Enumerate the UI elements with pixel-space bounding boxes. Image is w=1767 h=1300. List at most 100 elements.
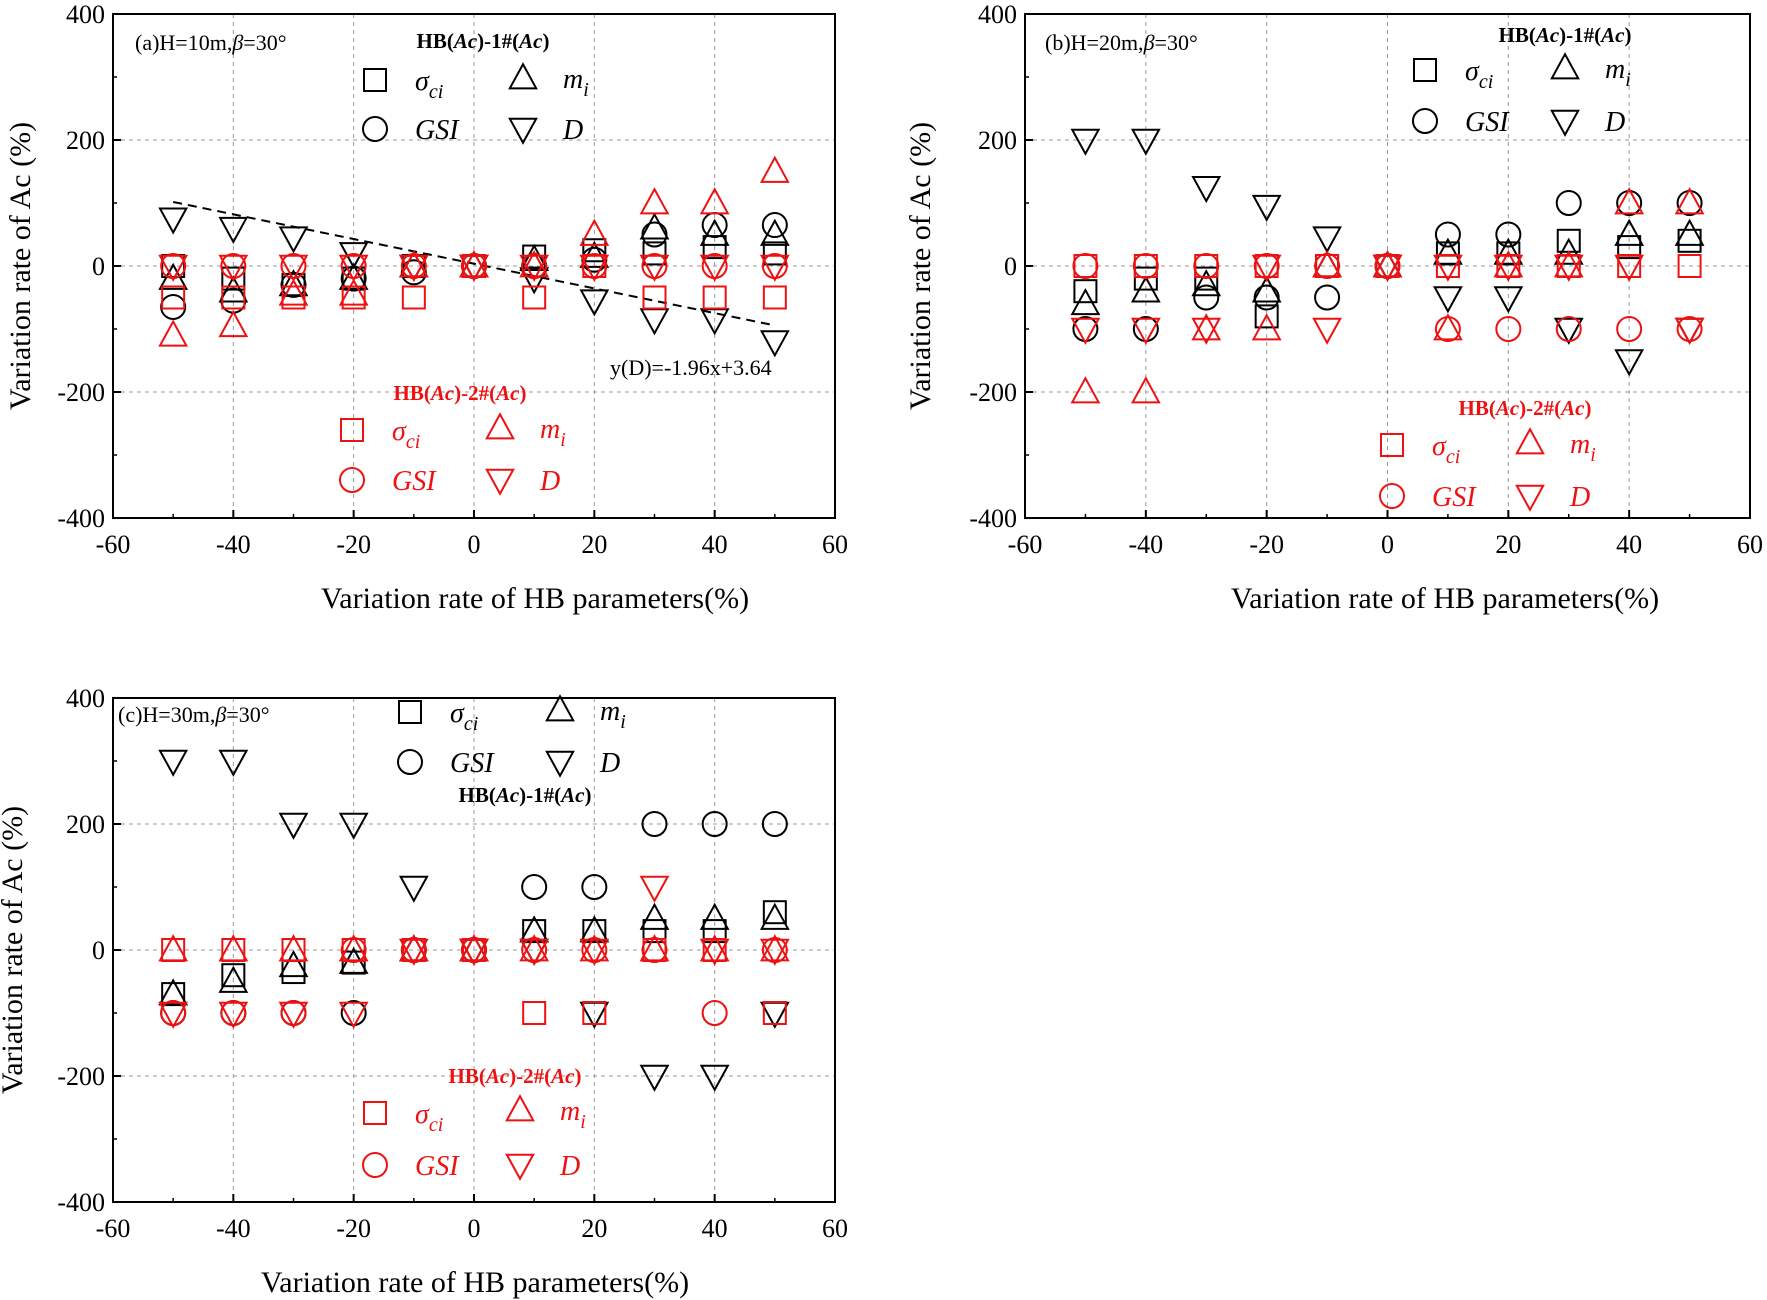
point-group1-D [278, 226, 309, 254]
point-group2-m_i [278, 934, 309, 962]
legend-marker-group1-sigma_ci [363, 68, 387, 92]
point-group1-m_i [1251, 275, 1282, 303]
point-group2-sigma_ci [1677, 254, 1702, 278]
legend-label-group1-GSI: GSI [450, 748, 495, 779]
point-group1-m_i [158, 978, 189, 1006]
point-group2-m_i [699, 934, 730, 962]
point-group1-sigma_ci [702, 919, 727, 944]
y-tick-label: 0 [1004, 252, 1017, 281]
legend-label-group2-sigma_ci: σci [415, 1099, 443, 1136]
legend-marker-group2-GSI [1379, 483, 1405, 509]
point-group2-sigma_ci [642, 285, 667, 310]
legend-marker-group2-D [485, 468, 515, 496]
point-group1-D [158, 749, 189, 777]
point-group2-D [459, 938, 489, 966]
point-group2-D [699, 254, 730, 282]
point-group1-GSI [1253, 284, 1280, 311]
y-axis-label: Variation rate of Ac (%) [0, 806, 29, 1094]
point-group1-m_i [1674, 218, 1705, 246]
point-group2-m_i [1614, 187, 1645, 215]
point-group2-m_i [398, 250, 429, 278]
point-group1-m_i [1553, 237, 1584, 265]
point-group2-m_i [1251, 313, 1282, 341]
trendline-equation: y(D)=-1.96x+3.64 [610, 355, 772, 380]
point-group1-m_i [278, 949, 309, 978]
point-group1-D [338, 812, 369, 840]
panel-title: (b)H=20m,β=30° [1045, 30, 1198, 55]
legend-label-group2-D: D [539, 466, 560, 497]
point-group2-m_i [1191, 313, 1222, 341]
point-group1-D [1251, 194, 1282, 222]
legend-title-group2: HB(Ac)-2#(Ac) [394, 381, 527, 405]
point-group1-m_i [1493, 237, 1524, 265]
point-group2-m_i [1553, 250, 1584, 278]
point-group1-m_i [699, 902, 730, 930]
point-group1-m_i [1191, 269, 1222, 297]
point-group2-D [1372, 254, 1403, 282]
point-group2-m_i [459, 934, 489, 962]
point-group1-GSI [761, 811, 788, 837]
point-group1-m_i [1070, 287, 1101, 316]
point-group1-sigma_ci [1073, 279, 1098, 304]
trendline-D [172, 200, 776, 327]
legend-title-group1: HB(Ac)-1#(Ac) [459, 783, 592, 807]
point-group2-GSI [1132, 253, 1159, 279]
point-group1-D [158, 207, 189, 235]
chart-panel-b: -60 -40 -20 0 20 40 60-400-2000200400Variation… [904, 0, 1763, 615]
point-group2-D [759, 254, 790, 282]
legend-label-group1-GSI: GSI [1465, 107, 1510, 138]
legend-marker-group2-m_i [1515, 427, 1545, 455]
legend-marker-group1-D [1550, 109, 1580, 137]
point-group2-D [579, 938, 610, 966]
point-group2-m_i [639, 934, 670, 962]
point-group2-D [1493, 254, 1524, 282]
legend-marker-group1-GSI [397, 749, 423, 775]
point-group2-D [1070, 317, 1101, 345]
point-group2-m_i [1070, 376, 1101, 404]
y-tick-label: 200 [66, 810, 105, 839]
point-group1-sigma_ci [1133, 266, 1158, 291]
point-group2-sigma_ci [221, 285, 246, 310]
point-group2-GSI [1314, 253, 1341, 279]
point-group2-D [639, 875, 670, 903]
point-group2-GSI [1555, 316, 1582, 342]
x-tick-label: 0 [468, 1214, 481, 1243]
point-group2-sigma_ci [341, 285, 366, 310]
point-group2-sigma_ci [401, 285, 426, 310]
point-group1-D [1130, 128, 1161, 156]
legend-marker-group1-m_i [545, 694, 575, 722]
point-group1-D [639, 308, 670, 336]
legend-marker-group2-GSI [339, 467, 365, 493]
point-group2-sigma_ci [1194, 254, 1219, 278]
point-group1-GSI [581, 874, 608, 900]
point-group2-GSI [641, 937, 668, 963]
y-tick-label: -400 [57, 504, 105, 533]
point-group1-m_i [519, 243, 550, 272]
legend-marker-group2-sigma_ci [363, 1101, 387, 1125]
point-group2-sigma_ci [582, 1001, 607, 1025]
point-group2-D [278, 254, 309, 282]
point-group2-D [1312, 317, 1342, 345]
point-group2-D [519, 254, 550, 282]
point-group2-GSI [1495, 316, 1522, 342]
legend-marker-group2-D [1515, 484, 1545, 512]
x-tick-label: 20 [1495, 530, 1521, 559]
point-group2-D [1130, 317, 1161, 345]
point-group1-D [218, 216, 249, 245]
point-group1-GSI [280, 271, 307, 298]
legend-label-group1-sigma_ci: σci [1465, 56, 1493, 93]
legend-marker-group2-m_i [505, 1094, 535, 1122]
point-group1-GSI [1193, 284, 1220, 311]
point-group2-GSI [1616, 316, 1643, 342]
y-tick-label: 400 [66, 684, 105, 713]
point-group1-m_i [699, 218, 730, 246]
legend-title-group1: HB(Ac)-1#(Ac) [417, 29, 550, 53]
point-group1-sigma_ci [582, 238, 607, 263]
x-axis-label: Variation rate of HB parameters(%) [261, 1266, 689, 1299]
point-group1-GSI [1434, 221, 1461, 248]
legend-marker-group1-sigma_ci [1413, 58, 1437, 82]
point-group2-m_i [759, 155, 790, 183]
point-group1-m_i [218, 965, 249, 993]
legend-label-group2-D: D [559, 1151, 580, 1182]
point-group2-GSI [1072, 253, 1099, 279]
